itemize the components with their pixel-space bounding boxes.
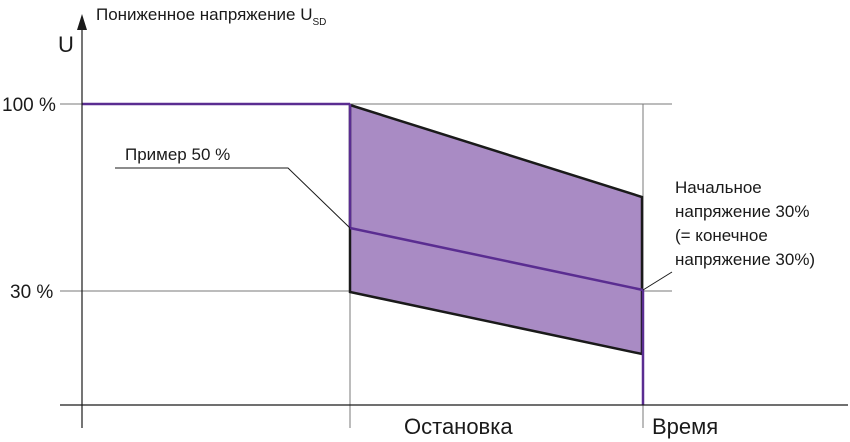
y-axis-arrow (77, 14, 87, 30)
annotation-line-3: (= конечное (675, 226, 768, 245)
annotation-leader-line (642, 271, 673, 291)
tick-label-30: 30 % (10, 282, 53, 303)
x-axis-label: Время (652, 414, 718, 439)
annotation-line-4: напряжение 30%) (675, 250, 815, 269)
y-axis-label: U (58, 32, 74, 57)
annotation-line-1: Начальное (675, 178, 762, 197)
annotation-line-2: напряжение 30% (675, 202, 809, 221)
example-label: Пример 50 % (125, 145, 230, 164)
voltage-curve-ramp (349, 226, 644, 292)
phase-label: Остановка (404, 414, 513, 439)
voltage-band (348, 103, 644, 356)
example-leader-line (115, 167, 351, 229)
diagram-title: Пониженное напряжение USD (96, 5, 326, 28)
tick-label-100: 100 % (2, 95, 56, 116)
